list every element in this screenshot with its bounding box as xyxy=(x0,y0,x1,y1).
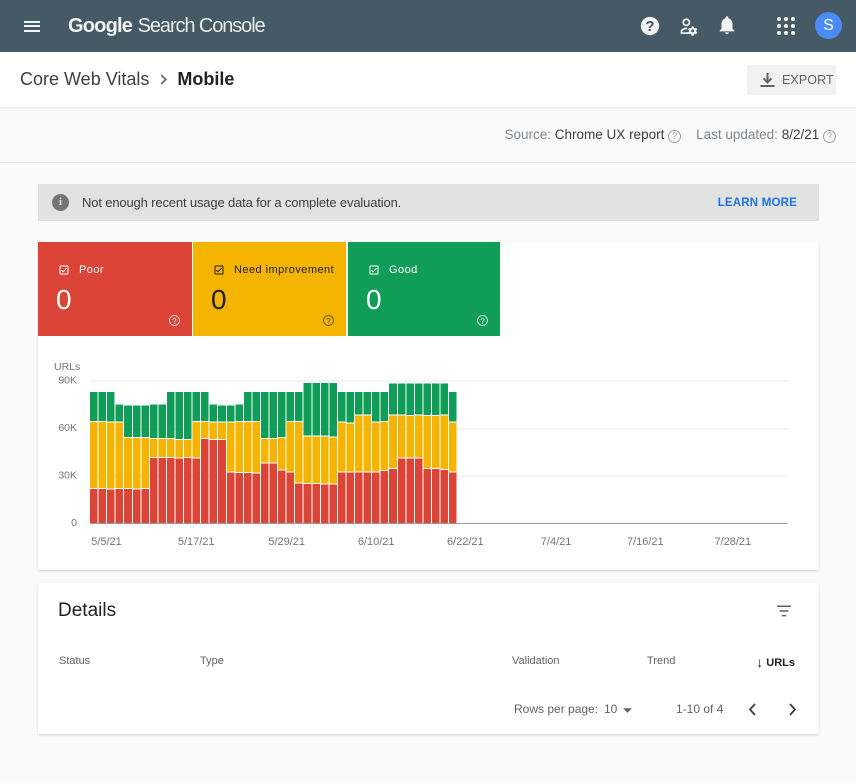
svg-text:6/10/21: 6/10/21 xyxy=(358,536,395,548)
svg-text:7/28/21: 7/28/21 xyxy=(714,536,751,548)
svg-text:5/5/21: 5/5/21 xyxy=(91,536,122,548)
svg-text:0: 0 xyxy=(71,517,77,529)
svg-text:30K: 30K xyxy=(58,470,77,482)
svg-text:7/4/21: 7/4/21 xyxy=(541,536,572,548)
svg-text:5/17/21: 5/17/21 xyxy=(178,536,215,548)
svg-text:?: ? xyxy=(646,19,655,35)
svg-text:6/22/21: 6/22/21 xyxy=(447,536,484,548)
svg-text:URLs: URLs xyxy=(54,361,80,373)
svg-text:90K: 90K xyxy=(58,375,77,387)
svg-text:60K: 60K xyxy=(58,422,77,434)
svg-text:7/16/21: 7/16/21 xyxy=(627,536,664,548)
svg-text:5/29/21: 5/29/21 xyxy=(268,536,305,548)
